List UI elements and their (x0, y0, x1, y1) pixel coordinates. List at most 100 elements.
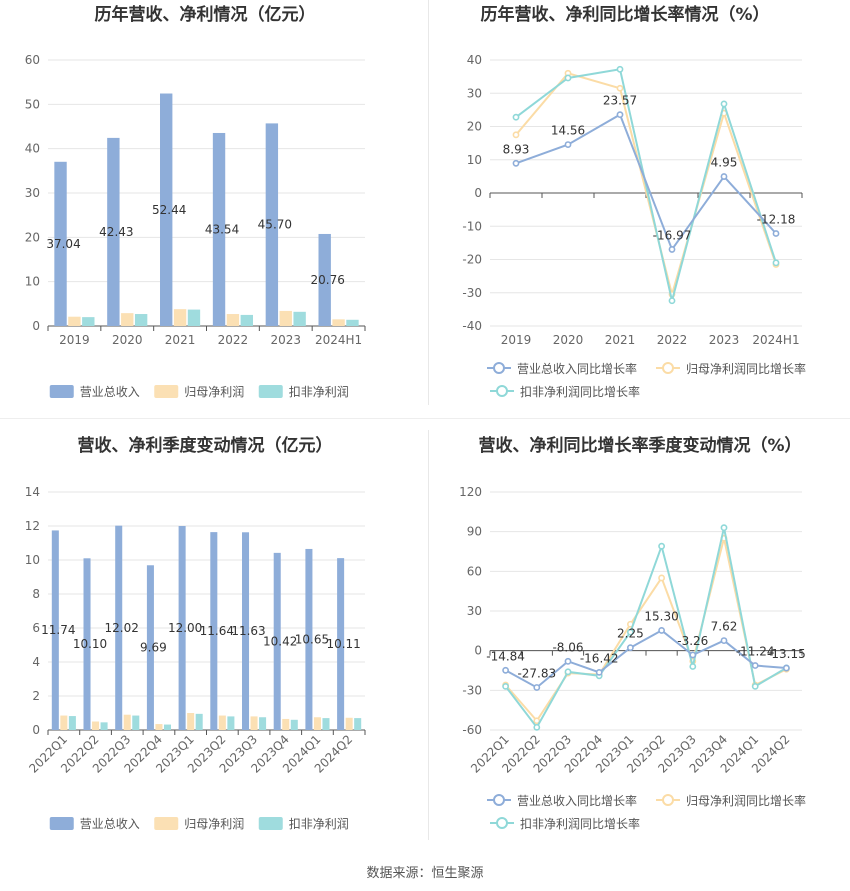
chart-1-point (720, 173, 728, 180)
chart-3-point (533, 723, 541, 731)
chart-2-bar (210, 532, 218, 730)
chart-0-bar (121, 313, 134, 326)
chart-3-point (751, 662, 759, 669)
chart-2-bar (146, 565, 154, 730)
chart-3-point (564, 657, 572, 665)
chart-2-bar (51, 530, 59, 730)
chart-0-legend-label: 扣非净利润 (289, 385, 349, 399)
chart-0-xtick-label: 2019 (59, 333, 90, 347)
chart-2-legend-label: 归母净利润 (184, 817, 244, 831)
chart-1-title: 历年营收、净利同比增长率情况（%） (480, 4, 769, 25)
chart-0-data-label: 43.54 (205, 222, 239, 236)
chart-3-point (595, 668, 603, 676)
chart-3-data-label: 2.25 (617, 627, 644, 641)
chart-1-ytick-label: -40 (462, 319, 482, 333)
chart-2-bar (354, 718, 362, 730)
chart-0-data-label: 20.76 (311, 273, 345, 287)
chart-0-bar (54, 161, 67, 326)
chart-2-bar (68, 716, 76, 730)
chart-2-data-label: 10.10 (73, 637, 107, 651)
chart-3-data-label: 15.30 (644, 609, 678, 623)
chart-0-xtick-label: 2021 (165, 333, 196, 347)
chart-3-data-label: 7.62 (711, 620, 738, 634)
chart-1-point (668, 246, 676, 253)
chart-2-data-label: 10.42 (263, 634, 297, 648)
chart-2-bar (259, 717, 267, 730)
chart-1-point (512, 159, 520, 167)
chart-3-point (502, 682, 509, 690)
chart-0-bar (293, 311, 306, 326)
chart-2-legend-swatch (258, 817, 283, 830)
source-note: 数据来源：恒生聚源 (366, 866, 484, 881)
chart-0-legend-label: 营业总收入 (80, 385, 140, 399)
chart-2-bar (313, 717, 321, 730)
chart-0-bar (226, 314, 240, 326)
chart-2-bar (345, 717, 353, 730)
chart-1-ytick-label: 30 (467, 86, 482, 100)
chart-1-legend-marker (662, 362, 674, 374)
chart-2-ytick-label: 2 (32, 689, 40, 703)
chart-2-bar (115, 525, 123, 730)
chart-3-ytick-label: -30 (462, 683, 482, 697)
chart-3-ytick-label: -60 (462, 723, 482, 737)
chart-3-data-label: -27.83 (517, 666, 556, 680)
chart-2-legend-swatch (49, 817, 74, 830)
chart-2-data-label: 10.11 (326, 637, 360, 651)
chart-1-data-label: -12.18 (757, 212, 796, 226)
chart-1-point (668, 297, 676, 305)
chart-3-point (689, 651, 697, 659)
chart-2-data-label: 11.64 (200, 624, 234, 638)
chart-0-bar (265, 123, 279, 326)
chart-0-bar (240, 314, 253, 326)
chart-3-point (751, 682, 759, 690)
chart-3-legend-marker (662, 794, 674, 806)
chart-2-bar (178, 526, 186, 730)
chart-1-point (772, 259, 780, 267)
chart-2-bar (100, 722, 108, 730)
chart-3-data-label: -8.06 (552, 640, 583, 654)
chart-1-xtick-label: 2024H1 (752, 333, 799, 347)
chart-2-legend-swatch (154, 817, 179, 830)
chart-1-legend-label: 扣非净利润同比增长率 (520, 384, 640, 399)
chart-2-bar (195, 713, 203, 730)
chart-3-point (502, 666, 509, 674)
chart-1-legend-label: 营业总收入同比增长率 (517, 361, 637, 376)
chart-0-legend-label: 归母净利润 (184, 385, 244, 399)
chart-2-bar (163, 724, 171, 730)
chart-1-point (616, 111, 624, 119)
chart-3-data-label: -11.24 (736, 645, 775, 659)
chart-1-legend-marker (496, 385, 508, 397)
chart-2-bar (187, 713, 195, 730)
chart-1-point (564, 141, 572, 148)
chart-2-bar (227, 716, 235, 730)
chart-0-ytick-label: 60 (25, 53, 40, 67)
chart-1-point (616, 65, 624, 73)
chart-0-ytick-label: 0 (32, 319, 40, 333)
chart-2-bar (60, 715, 68, 730)
chart-2-bar (305, 548, 313, 730)
chart-1-data-label: 4.95 (711, 156, 738, 170)
chart-2-legend-label: 扣非净利润 (289, 817, 349, 831)
chart-0-ytick-label: 20 (25, 230, 40, 244)
chart-3-ytick-label: 120 (459, 485, 482, 499)
chart-0-title: 历年营收、净利情况（亿元） (95, 4, 316, 25)
chart-2-ytick-label: 0 (32, 723, 40, 737)
chart-1-ytick-label: 10 (467, 153, 482, 167)
chart-1-ytick-label: 40 (467, 53, 482, 67)
chart-3-legend-label: 归母净利润同比增长率 (686, 793, 806, 808)
chart-2-ytick-label: 12 (25, 519, 40, 533)
chart-0-legend-swatch (258, 385, 283, 398)
chart-0-bar (68, 316, 81, 326)
chart-1-data-label: 23.57 (603, 94, 637, 108)
chart-1-point (616, 84, 624, 92)
chart-0-bar (82, 317, 95, 326)
chart-2-bar (250, 716, 258, 730)
chart-1-ytick-label: -10 (462, 219, 482, 233)
chart-3-title: 营收、净利同比增长率季度变动情况（%） (478, 435, 801, 456)
chart-1-xtick-label: 2020 (553, 333, 584, 347)
chart-3-point (783, 664, 790, 672)
chart-2-bar (322, 718, 330, 730)
chart-1-data-label: 14.56 (551, 124, 585, 138)
chart-1-series-line (515, 68, 777, 301)
